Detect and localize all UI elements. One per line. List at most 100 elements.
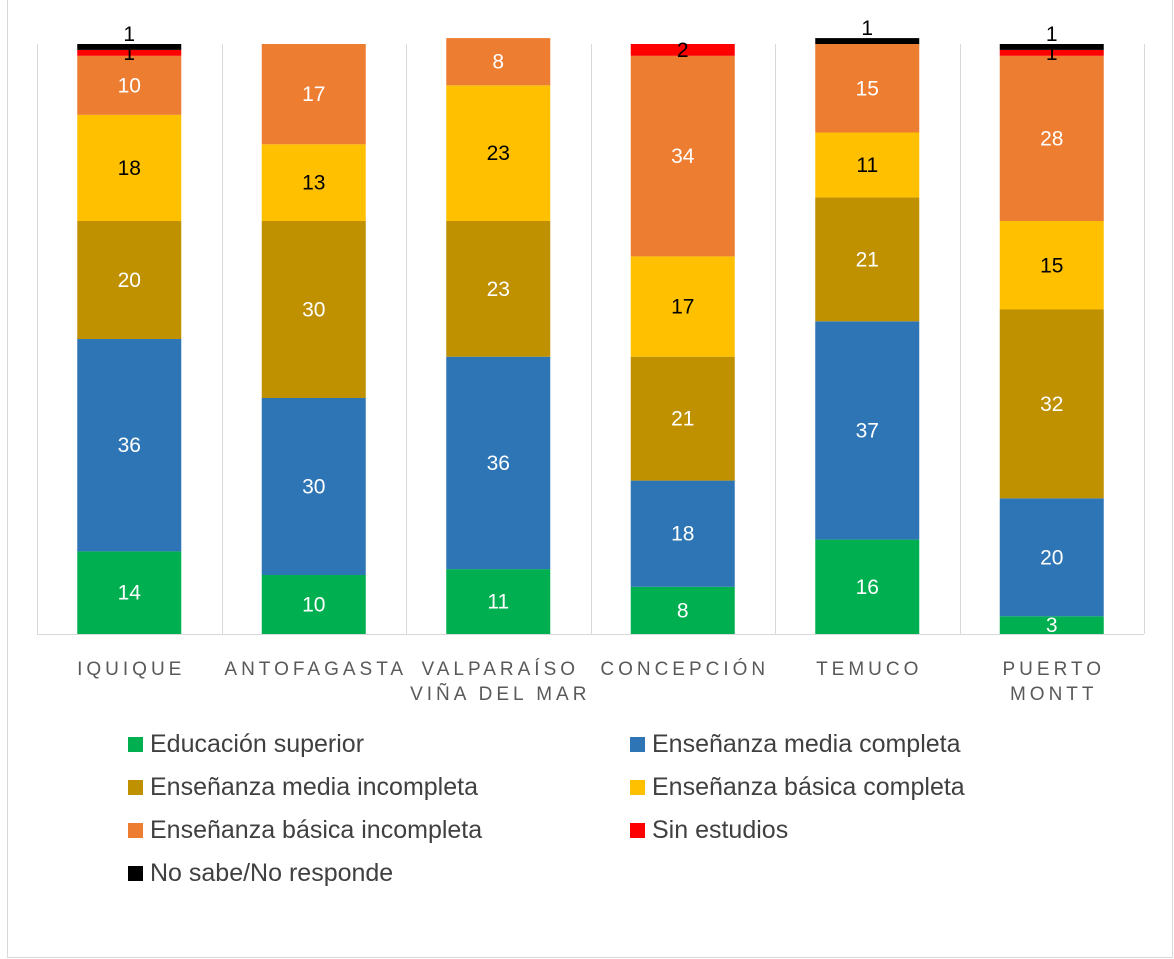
data-label: 21 bbox=[856, 248, 879, 271]
data-label: 36 bbox=[487, 452, 510, 475]
data-label: 1 bbox=[1046, 23, 1058, 46]
legend-swatch bbox=[630, 823, 645, 838]
legend-item: Enseñanza básica completa bbox=[630, 771, 965, 804]
bar-segment bbox=[815, 321, 920, 540]
data-label: 1 bbox=[861, 17, 873, 40]
data-label: 11 bbox=[856, 154, 878, 177]
category-label: IQUIQUE bbox=[77, 659, 185, 680]
bar-segment bbox=[630, 44, 735, 56]
chart-legend: Educación superior Enseñanza media comple… bbox=[128, 728, 965, 890]
data-label: 20 bbox=[1040, 546, 1063, 569]
data-label: 1 bbox=[123, 42, 135, 65]
bar-segment bbox=[261, 144, 366, 221]
data-label: 23 bbox=[487, 278, 510, 301]
data-label: 30 bbox=[302, 476, 325, 499]
category-label: VIÑA DEL MAR bbox=[410, 683, 590, 705]
bar-segment bbox=[999, 44, 1104, 50]
data-label: 1 bbox=[1046, 42, 1058, 65]
category-label: MONTT bbox=[1010, 684, 1098, 705]
category-label: TEMUCO bbox=[816, 659, 922, 680]
bar-segment bbox=[999, 309, 1104, 499]
data-label: 18 bbox=[118, 157, 141, 180]
bar-segment bbox=[815, 539, 920, 634]
data-label: 15 bbox=[856, 77, 879, 100]
bar-segment bbox=[815, 132, 920, 198]
data-label: 14 bbox=[118, 582, 142, 605]
legend-swatch bbox=[128, 780, 143, 795]
bar-segment bbox=[999, 221, 1104, 310]
data-label: 28 bbox=[1040, 127, 1063, 150]
bar-segment bbox=[77, 339, 182, 552]
bar-segment bbox=[630, 586, 735, 634]
data-label: 20 bbox=[118, 269, 141, 292]
bar-segment bbox=[446, 569, 551, 634]
data-label: 11 bbox=[487, 591, 509, 614]
bar-segment bbox=[261, 44, 366, 145]
bar-segment bbox=[999, 616, 1104, 634]
legend-item: Enseñanza media completa bbox=[630, 728, 961, 761]
bar-segment bbox=[630, 256, 735, 357]
bar-segment bbox=[446, 85, 551, 221]
bar-segment bbox=[77, 114, 182, 221]
bar-segment bbox=[261, 575, 366, 634]
legend-item: No sabe/No responde bbox=[128, 857, 630, 890]
data-label: 21 bbox=[671, 408, 694, 431]
bar-segment bbox=[77, 49, 182, 56]
data-label: 10 bbox=[118, 74, 141, 97]
legend-label: No sabe/No responde bbox=[150, 859, 394, 887]
bar-segment bbox=[999, 49, 1104, 56]
data-label: 36 bbox=[118, 434, 141, 457]
legend-label: Sin estudios bbox=[652, 816, 789, 844]
bar-segment bbox=[630, 55, 735, 257]
bar-segment bbox=[446, 356, 551, 570]
legend-label: Educación superior bbox=[150, 730, 365, 758]
data-label: 13 bbox=[302, 172, 325, 195]
bar-segment bbox=[77, 221, 182, 339]
data-label: 17 bbox=[671, 296, 694, 319]
category-label: VALPARAÍSO bbox=[421, 659, 579, 680]
legend-item: Educación superior bbox=[128, 728, 630, 761]
legend-label: Enseñanza básica completa bbox=[652, 773, 965, 801]
legend-label: Enseñanza media incompleta bbox=[150, 773, 478, 801]
bar-segment bbox=[446, 221, 551, 357]
bar-segment bbox=[261, 221, 366, 398]
data-label: 16 bbox=[856, 576, 879, 599]
legend-swatch bbox=[128, 866, 143, 881]
data-label: 8 bbox=[677, 599, 689, 622]
legend-swatch bbox=[630, 737, 645, 752]
bar-segment bbox=[446, 38, 551, 86]
chart-frame bbox=[7, 0, 1173, 958]
bar-segment bbox=[999, 498, 1104, 617]
legend-swatch bbox=[630, 780, 645, 795]
legend-item: Sin estudios bbox=[630, 814, 880, 847]
data-label: 23 bbox=[487, 142, 510, 165]
bar-segment bbox=[77, 551, 182, 634]
bar-segment bbox=[77, 44, 182, 50]
bar-segment bbox=[815, 38, 920, 44]
legend-label: Enseñanza básica incompleta bbox=[150, 816, 483, 844]
category-label: PUERTO bbox=[1003, 659, 1106, 680]
data-label: 17 bbox=[302, 83, 325, 106]
data-label: 18 bbox=[671, 523, 694, 546]
data-label: 30 bbox=[302, 299, 325, 322]
data-label: 37 bbox=[856, 419, 879, 442]
legend-swatch bbox=[128, 737, 143, 752]
data-label: 32 bbox=[1040, 393, 1063, 416]
bar-segment bbox=[630, 356, 735, 481]
legend-swatch bbox=[128, 823, 143, 838]
bar-segment bbox=[999, 55, 1104, 221]
data-label: 8 bbox=[492, 51, 504, 74]
data-label: 15 bbox=[1040, 254, 1063, 277]
data-label: 2 bbox=[677, 39, 689, 62]
legend-label: Enseñanza media completa bbox=[652, 730, 961, 758]
bar-segment bbox=[815, 44, 920, 133]
bar-segment bbox=[77, 55, 182, 115]
category-label: ANTOFAGASTA bbox=[224, 659, 407, 680]
stacked-bar-chart: 143620181011IQUIQUE1030301317ANTOFAGASTA… bbox=[37, 17, 1145, 705]
bar-segment bbox=[815, 197, 920, 322]
data-label: 10 bbox=[302, 594, 325, 617]
data-label: 34 bbox=[671, 145, 695, 168]
legend-item: Enseñanza media incompleta bbox=[128, 771, 630, 804]
data-label: 3 bbox=[1046, 614, 1058, 637]
category-label: CONCEPCIÓN bbox=[600, 658, 769, 680]
